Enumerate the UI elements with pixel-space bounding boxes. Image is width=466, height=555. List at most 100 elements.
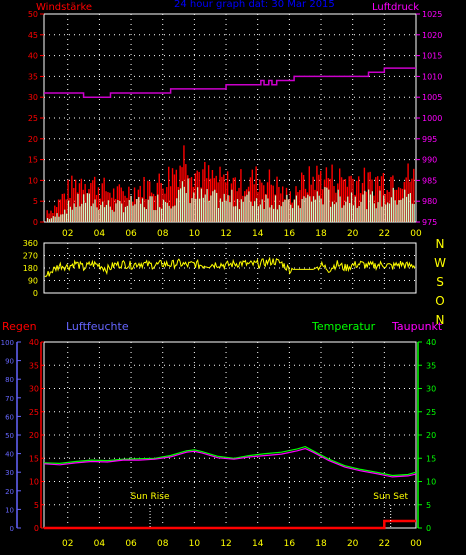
rain-tick-label: 30 bbox=[29, 385, 39, 394]
temp-tick-label: 15 bbox=[426, 454, 436, 463]
luftdruck-label: Luftdruck bbox=[372, 2, 419, 13]
x-tick-label: 02 bbox=[62, 229, 73, 239]
x-tick-label: 16 bbox=[284, 229, 296, 239]
pressure-tick-label: 975 bbox=[422, 218, 437, 227]
pressure-tick-label: 1015 bbox=[422, 52, 442, 61]
x-tick-label: 20 bbox=[347, 539, 359, 549]
x-tick-label: 12 bbox=[220, 229, 231, 239]
x-tick-label: 18 bbox=[315, 229, 327, 239]
dewpoint-line bbox=[43, 447, 417, 478]
x-tick-label: 08 bbox=[157, 229, 169, 239]
x-tick-label: 04 bbox=[94, 229, 106, 239]
rain-tick-label: 25 bbox=[29, 408, 39, 417]
sun-markers: Sun Rise Sun Set bbox=[131, 492, 409, 528]
x-tick-label: 10 bbox=[189, 229, 201, 239]
windstarke-label: Windstärke bbox=[36, 2, 92, 13]
humidity-tick-label: 80 bbox=[5, 376, 14, 384]
wind-tick-label: 0 bbox=[33, 218, 38, 227]
humidity-tick-label: 0 bbox=[10, 525, 14, 533]
temp-tick-label: 25 bbox=[426, 408, 436, 417]
x-tick-label: 16 bbox=[284, 539, 296, 549]
temperature-axis: 40 35 30 25 20 15 10 5 0 bbox=[418, 338, 436, 533]
pressure-tick-label: 1025 bbox=[422, 10, 442, 19]
direction-axis: 360 270 180 90 0 bbox=[23, 239, 38, 298]
wind-tick-label: 40 bbox=[28, 52, 38, 61]
direction-tick-label: 360 bbox=[23, 239, 38, 248]
temp-tick-label: 5 bbox=[426, 501, 431, 510]
wind-average-series bbox=[46, 178, 415, 222]
x-tick-label: 22 bbox=[379, 229, 390, 239]
x-tick-label: 00 bbox=[410, 229, 422, 239]
pressure-tick-label: 980 bbox=[422, 197, 437, 206]
temp-tick-label: 40 bbox=[426, 338, 436, 347]
pressure-tick-label: 1005 bbox=[422, 93, 442, 102]
direction-tick-label: 180 bbox=[23, 264, 38, 273]
regen-label: Regen bbox=[2, 320, 37, 333]
wind-tick-label: 50 bbox=[28, 10, 38, 19]
x-tick-label: 18 bbox=[315, 539, 327, 549]
pressure-tick-label: 990 bbox=[422, 156, 437, 165]
x-tick-label: 10 bbox=[189, 539, 201, 549]
rain-tick-label: 35 bbox=[29, 361, 39, 370]
taupunkt-label: Taupunkt bbox=[391, 320, 443, 333]
wind-direction-line bbox=[44, 256, 416, 278]
humidity-tick-label: 90 bbox=[5, 358, 14, 366]
env-panel-grid bbox=[44, 341, 417, 529]
humidity-tick-label: 100 bbox=[1, 339, 14, 347]
x-tick-label: 14 bbox=[252, 539, 264, 549]
x-tick-label: 22 bbox=[379, 539, 390, 549]
x-tick-label: 06 bbox=[125, 539, 137, 549]
x-tick-label: 04 bbox=[94, 539, 106, 549]
wind-tick-label: 10 bbox=[28, 176, 38, 185]
wind-tick-label: 35 bbox=[28, 72, 38, 81]
humidity-tick-label: 60 bbox=[5, 413, 14, 421]
x-tick-label: 14 bbox=[252, 229, 264, 239]
compass-letter: W bbox=[434, 256, 446, 270]
chart-title: 24 hour graph dat: 30 Mar 2015 bbox=[174, 0, 335, 10]
x-tick-label: 02 bbox=[62, 539, 73, 549]
compass-letter: S bbox=[436, 275, 444, 289]
humidity-tick-label: 30 bbox=[5, 469, 14, 477]
temp-tick-label: 35 bbox=[426, 361, 436, 370]
x-tick-label: 12 bbox=[220, 539, 231, 549]
rain-tick-label: 0 bbox=[34, 524, 39, 533]
pressure-tick-label: 1000 bbox=[422, 114, 442, 123]
wind-panel-x-axis: 02 04 06 08 10 12 14 16 18 20 22 00 bbox=[62, 229, 422, 239]
wind-tick-label: 30 bbox=[28, 93, 38, 102]
pressure-tick-label: 1020 bbox=[422, 31, 442, 40]
rain-tick-label: 10 bbox=[29, 478, 39, 487]
humidity-tick-label: 20 bbox=[5, 488, 14, 496]
wind-tick-label: 20 bbox=[28, 135, 38, 144]
pressure-axis: 1025 1020 1015 1010 1005 1000 995 990 985 980 975 bbox=[416, 10, 442, 227]
temp-tick-label: 0 bbox=[426, 524, 431, 533]
temp-tick-label: 20 bbox=[426, 431, 436, 440]
rain-line bbox=[44, 519, 416, 530]
wind-tick-label: 25 bbox=[28, 114, 38, 123]
rain-axis: 40 35 30 25 20 15 10 5 0 bbox=[29, 338, 44, 533]
humidity-tick-label: 40 bbox=[5, 451, 14, 459]
sun-rise-label: Sun Rise bbox=[131, 492, 170, 502]
luftfeuchte-label: Luftfeuchte bbox=[66, 320, 129, 333]
x-tick-label: 20 bbox=[347, 229, 359, 239]
temperatur-label: Temperatur bbox=[311, 320, 376, 333]
wind-tick-label: 15 bbox=[28, 156, 38, 165]
env-panel-x-axis: 02 04 06 08 10 12 14 16 18 20 22 00 bbox=[62, 539, 422, 549]
direction-tick-label: 0 bbox=[33, 289, 38, 298]
sun-set-label: Sun Set bbox=[373, 492, 408, 502]
pressure-line bbox=[44, 67, 416, 98]
humidity-tick-label: 50 bbox=[5, 432, 14, 440]
humidity-tick-label: 70 bbox=[5, 395, 14, 403]
x-tick-label: 08 bbox=[157, 539, 169, 549]
pressure-tick-label: 985 bbox=[422, 176, 437, 185]
direction-tick-label: 90 bbox=[28, 277, 38, 286]
x-tick-label: 00 bbox=[410, 539, 422, 549]
temperature-line bbox=[43, 445, 417, 477]
compass-letter: O bbox=[435, 294, 444, 308]
temp-tick-label: 10 bbox=[426, 478, 436, 487]
rain-tick-label: 20 bbox=[29, 431, 39, 440]
rain-tick-label: 5 bbox=[34, 501, 39, 510]
